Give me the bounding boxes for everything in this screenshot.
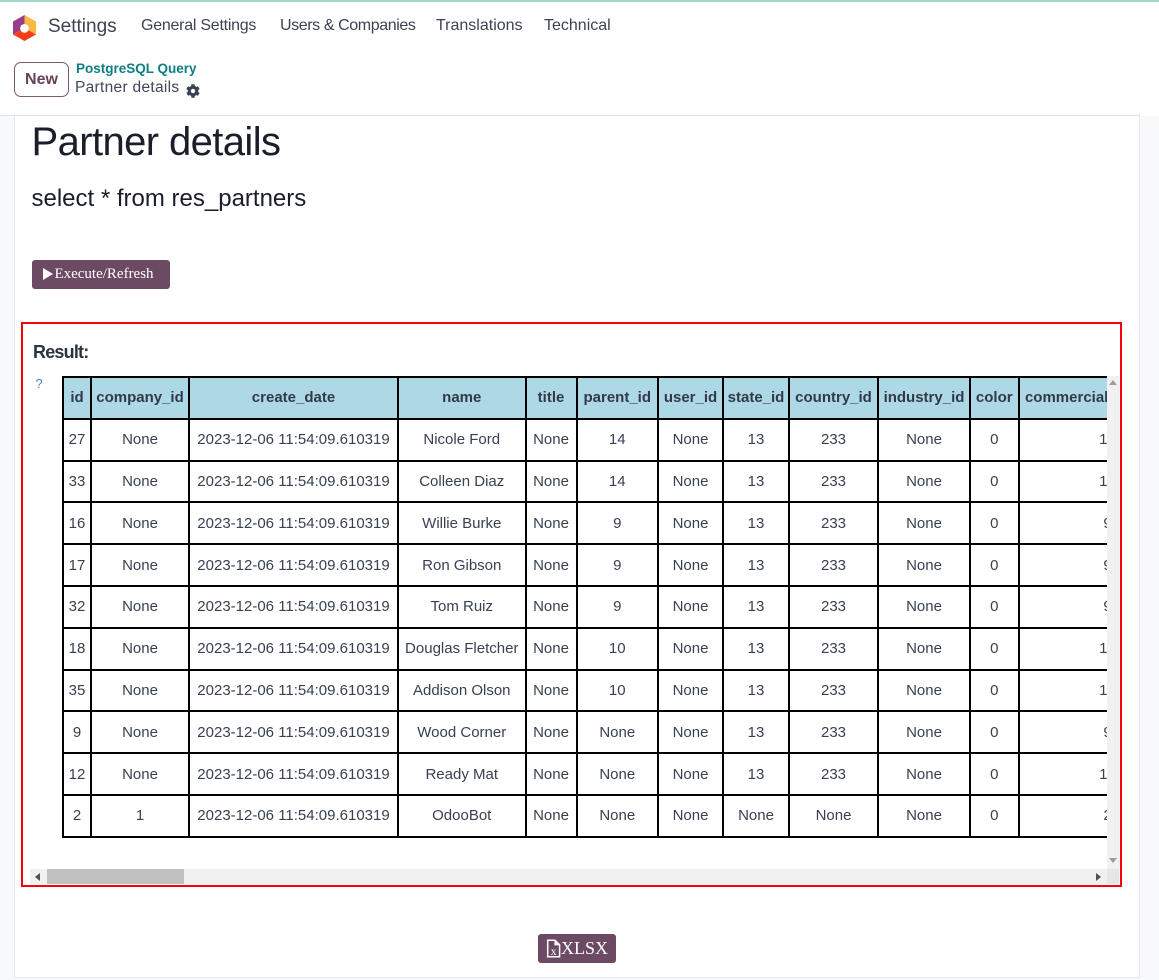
svg-text:x: x xyxy=(551,944,557,958)
